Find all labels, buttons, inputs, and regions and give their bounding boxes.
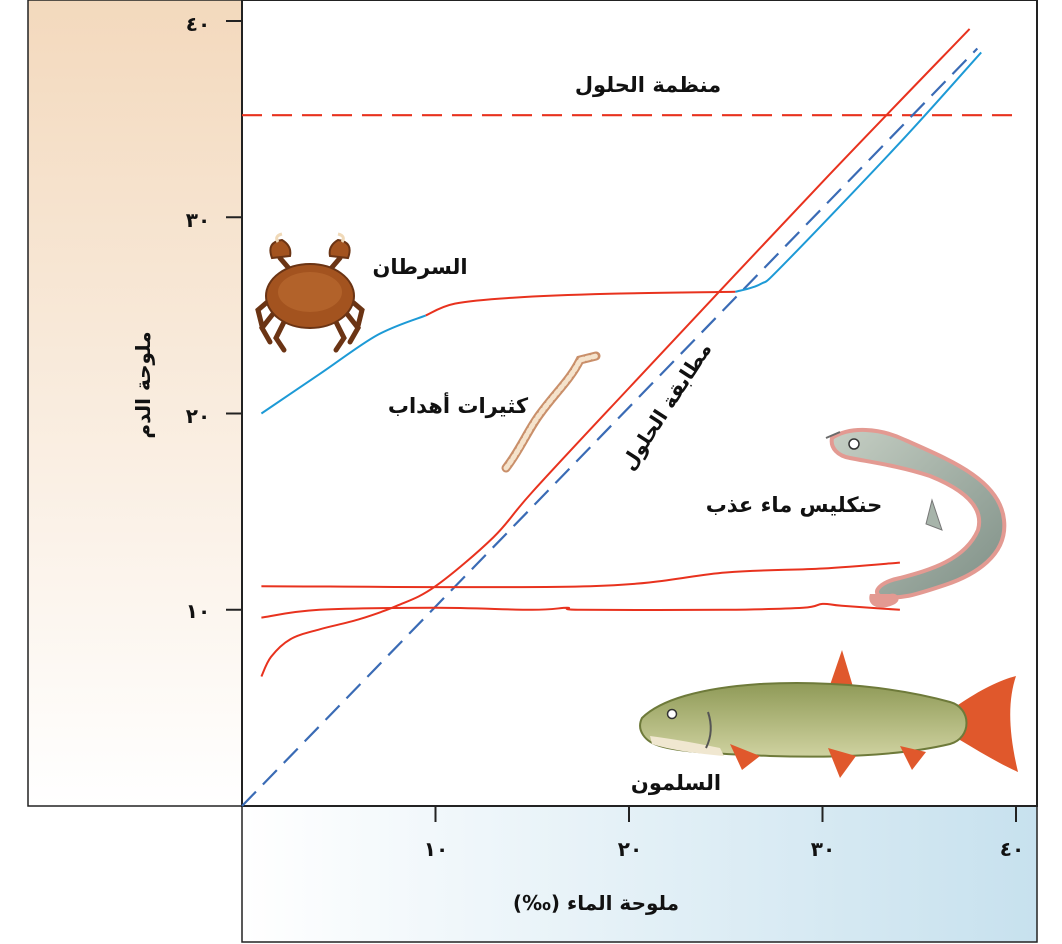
worm-illustration: [501, 351, 601, 473]
killifish-illustration: [825, 427, 1007, 608]
worm-label: كثيرات أهداب: [388, 391, 529, 418]
x-axis-panel: [241, 805, 1038, 943]
series-line-salmon: [261, 602, 900, 619]
crab-illustration: [255, 232, 365, 353]
series-line-killifish: [261, 561, 900, 589]
y-axis-panel: [27, 0, 243, 807]
axis-ticks: [226, 20, 1017, 822]
x-tick-label-20: ٢٠: [618, 837, 642, 861]
series-line-isosmotic: [241, 47, 979, 807]
killifish-label: حنكليس ماء عذب: [706, 493, 883, 517]
y-tick-label-30: ٣٠: [186, 208, 210, 232]
y-axis-title: ملوحة الدم: [131, 331, 155, 438]
y-tick-label-20: ٢٠: [186, 404, 210, 428]
x-axis-title: ملوحة الماء (‰): [513, 891, 679, 915]
y-tick-label-40: ٤٠: [186, 12, 210, 36]
regulator-label: منظمة الحلول: [575, 73, 721, 97]
plot-area: [241, 0, 1038, 807]
crab-label: السرطان: [372, 255, 467, 279]
salmon-illustration: [639, 650, 1018, 778]
x-tick-label-40: ٤٠: [1000, 837, 1024, 861]
series-layer: [241, 28, 1016, 807]
salmon-label: السلمون: [631, 771, 721, 795]
series-line-worm-red: [260, 28, 971, 677]
series-line-crab-blue-high: [735, 51, 982, 293]
x-tick-label-30: ٣٠: [811, 837, 835, 861]
series-line-crab-red-mid: [425, 290, 736, 317]
x-tick-label-10: ١٠: [424, 837, 448, 861]
y-tick-label-10: ١٠: [186, 599, 210, 623]
series-line-crab-blue-low: [260, 314, 427, 415]
